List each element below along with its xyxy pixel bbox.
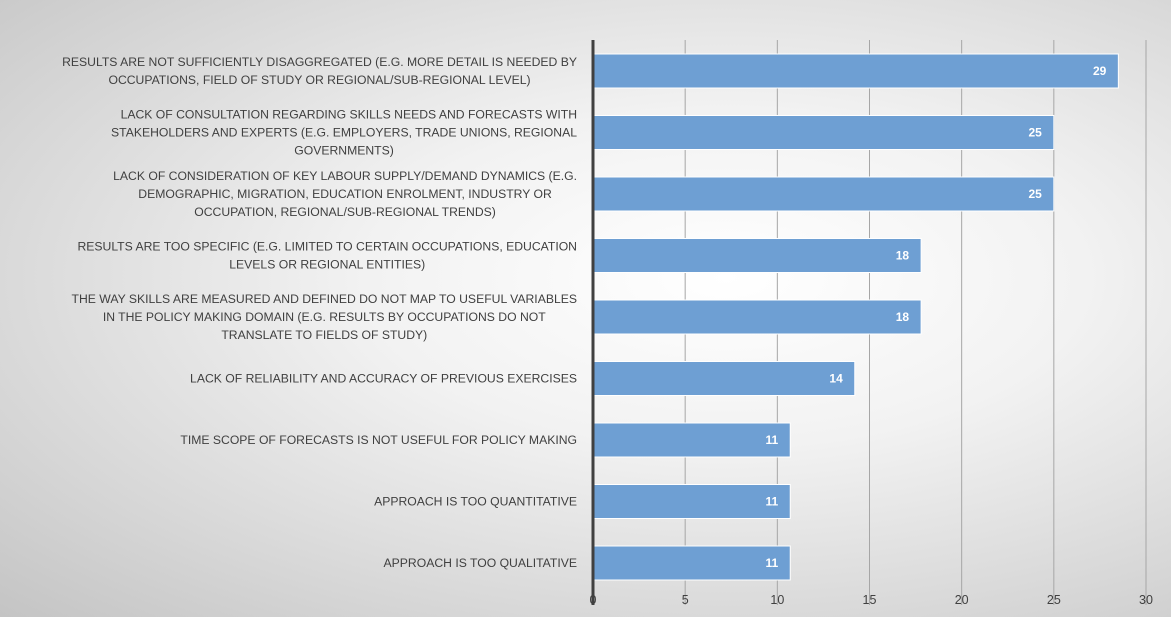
- category-label-3-line-1: LEVELS OR REGIONAL ENTITIES): [229, 258, 425, 272]
- category-label-6-line-0: TIME SCOPE OF FORECASTS IS NOT USEFUL FO…: [180, 433, 577, 447]
- category-label-7-line-0: APPROACH IS TOO QUANTITATIVE: [374, 495, 577, 509]
- bar-1: [592, 115, 1055, 150]
- bars: [592, 53, 1119, 581]
- category-label-8-line-0: APPROACH IS TOO QUALITATIVE: [384, 556, 577, 570]
- category-label-2-line-1: DEMOGRAPHIC, MIGRATION, EDUCATION ENROLM…: [138, 187, 552, 201]
- category-label-1-line-1: STAKEHOLDERS AND EXPERTS (E.G. EMPLOYERS…: [111, 126, 577, 140]
- x-tick-30: 30: [1139, 593, 1153, 607]
- category-label-3-line-0: RESULTS ARE TOO SPECIFIC (E.G. LIMITED T…: [77, 240, 577, 254]
- bar-5: [592, 361, 856, 396]
- category-label-1-line-0: LACK OF CONSULTATION REGARDING SKILLS NE…: [121, 108, 577, 122]
- data-label-2: 25: [1028, 187, 1042, 201]
- x-tick-labels: 0 5 10 15 20 25 30: [590, 593, 1153, 607]
- category-label-5-line-0: LACK OF RELIABILITY AND ACCURACY OF PREV…: [190, 372, 577, 386]
- bar-8: [592, 545, 791, 581]
- category-label-4-line-2: TRANSLATE TO FIELDS OF STUDY): [221, 328, 427, 342]
- x-tick-5: 5: [682, 593, 689, 607]
- data-label-4: 18: [896, 310, 910, 324]
- x-tick-10: 10: [770, 593, 784, 607]
- category-label-4-line-0: THE WAY SKILLS ARE MEASURED AND DEFINED …: [72, 292, 577, 306]
- bar-7: [592, 484, 791, 519]
- x-tick-0: 0: [590, 593, 597, 607]
- data-label-3: 18: [896, 249, 910, 263]
- x-tick-25: 25: [1047, 593, 1061, 607]
- x-tick-20: 20: [955, 593, 969, 607]
- data-label-8: 11: [766, 556, 779, 570]
- bar-0: [592, 53, 1119, 89]
- data-label-6: 11: [766, 433, 779, 447]
- data-label-5: 14: [829, 372, 843, 386]
- category-label-0-line-1: OCCUPATIONS, FIELD OF STUDY OR REGIONAL/…: [108, 73, 530, 87]
- category-labels: RESULTS ARE NOT SUFFICIENTLY DISAGGREGAT…: [62, 55, 577, 570]
- category-label-1-line-2: GOVERNMENTS): [294, 144, 394, 158]
- x-tick-15: 15: [863, 593, 877, 607]
- data-label-7: 11: [766, 495, 779, 509]
- category-label-4-line-1: IN THE POLICY MAKING DOMAIN (E.G. RESULT…: [103, 310, 546, 324]
- data-label-0: 29: [1093, 64, 1107, 78]
- category-label-2-line-0: LACK OF CONSIDERATION OF KEY LABOUR SUPP…: [113, 169, 577, 183]
- data-labels: 29 25 25 18 18 14 11 11 11: [766, 64, 1107, 570]
- bar-6: [592, 422, 791, 458]
- bar-4: [592, 299, 922, 335]
- bar-3: [592, 238, 922, 273]
- bar-2: [592, 176, 1055, 212]
- data-label-1: 25: [1028, 126, 1042, 140]
- category-label-2-line-2: OCCUPATION, REGIONAL/SUB-REGIONAL TRENDS…: [194, 205, 496, 219]
- category-label-0-line-0: RESULTS ARE NOT SUFFICIENTLY DISAGGREGAT…: [62, 55, 577, 69]
